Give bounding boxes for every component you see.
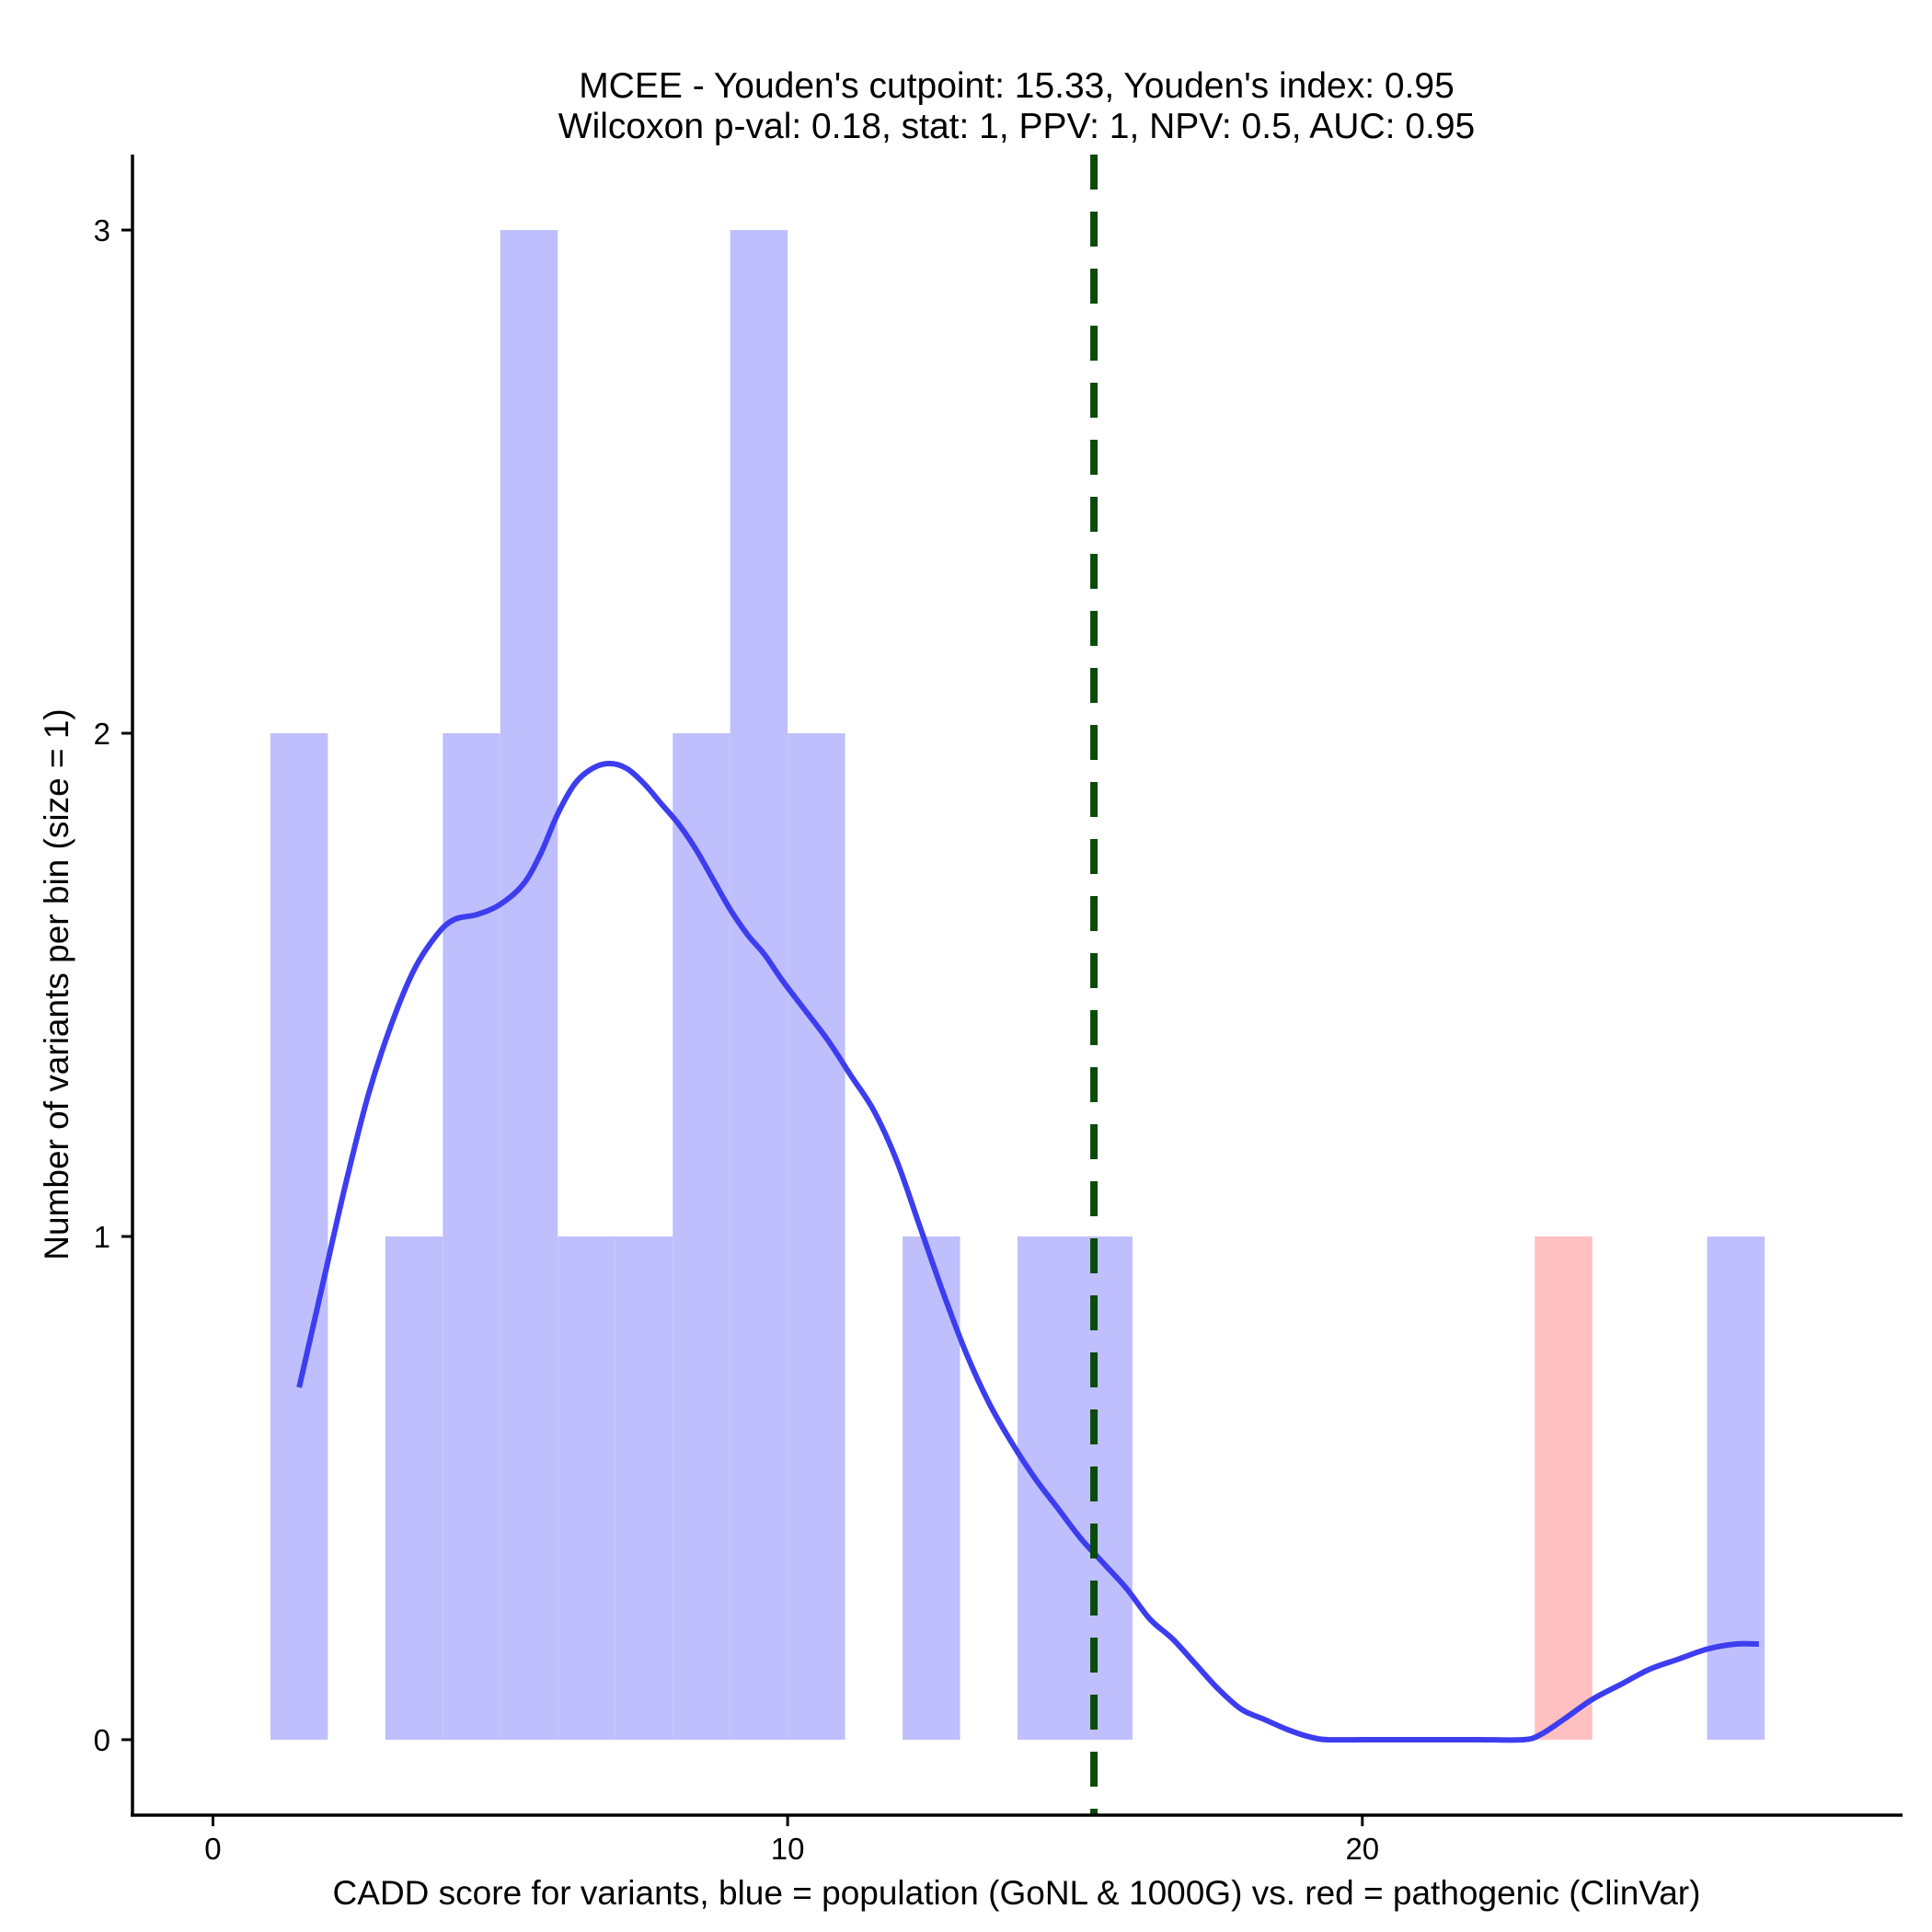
y-axis-ticks: 0 1 2 3 <box>94 213 132 1757</box>
y-tick-label-0: 0 <box>94 1723 110 1757</box>
density-curve-layer <box>296 760 1759 1743</box>
population-bar-12 <box>1707 1236 1765 1740</box>
population-bar-2 <box>443 733 500 1740</box>
chart-title-line-1: MCEE - Youden's cutpoint: 15.33, Youden'… <box>579 66 1455 106</box>
y-tick-label-3: 3 <box>94 213 110 247</box>
y-tick-label-2: 2 <box>94 717 110 751</box>
density-curve <box>296 760 1759 1743</box>
population-bar-5 <box>615 1236 673 1740</box>
x-axis-ticks: 0 10 20 <box>204 1815 1379 1866</box>
population-bar-10 <box>1018 1236 1075 1740</box>
population-bar-11 <box>1075 1236 1133 1740</box>
population-bar-0 <box>270 733 328 1740</box>
chart-title-line-2: Wilcoxon p-val: 0.18, stat: 1, PPV: 1, N… <box>558 107 1475 146</box>
population-bar-7 <box>730 230 788 1740</box>
x-tick-label-0: 0 <box>204 1832 221 1866</box>
population-bar-8 <box>788 733 845 1740</box>
y-axis-label: Number of variants per bin (size = 1) <box>38 708 75 1259</box>
population-bar-1 <box>385 1236 443 1740</box>
population-bar-4 <box>558 1236 615 1740</box>
x-tick-label-20: 20 <box>1345 1832 1379 1866</box>
x-tick-label-10: 10 <box>771 1832 805 1866</box>
y-tick-label-1: 1 <box>94 1220 110 1254</box>
pathogenic-bar-0 <box>1535 1236 1593 1740</box>
histogram-bars <box>270 230 1765 1740</box>
population-bar-3 <box>500 230 558 1740</box>
x-axis-label: CADD score for variants, blue = populati… <box>333 1874 1701 1912</box>
population-bar-6 <box>673 733 730 1740</box>
